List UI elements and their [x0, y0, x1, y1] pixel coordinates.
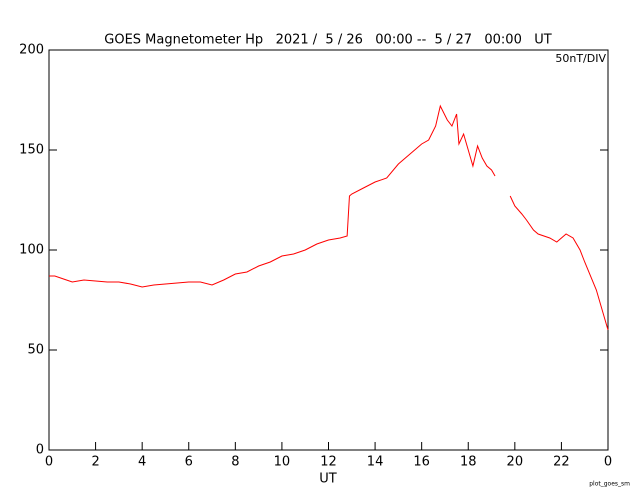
x-tick-label: 10	[274, 455, 291, 470]
x-tick-label: 4	[138, 455, 146, 470]
x-tick-label: 0	[45, 455, 53, 470]
footnote: plot_goes_sm	[589, 481, 630, 488]
scale-annotation: 50nT/DIV	[555, 52, 606, 65]
chart-title: GOES Magnetometer Hp 2021 / 5 / 26 00:00…	[104, 33, 551, 48]
x-tick-label: 16	[413, 455, 430, 470]
x-axis-label: UT	[319, 472, 337, 487]
x-tick-label: 18	[460, 455, 477, 470]
x-tick-label: 14	[367, 455, 384, 470]
y-tick-label: 50	[27, 343, 44, 358]
x-tick-label: 8	[231, 455, 239, 470]
y-tick-label: 100	[19, 243, 44, 258]
data-line	[49, 104, 609, 331]
x-tick-label: 20	[507, 455, 524, 470]
x-tick-label: 22	[553, 455, 570, 470]
x-tick-label: 6	[185, 455, 193, 470]
y-tick-label: 200	[19, 43, 44, 58]
x-tick-label: 2	[91, 455, 99, 470]
x-tick-label: 0	[604, 455, 612, 470]
y-tick-label: 0	[36, 443, 44, 458]
x-tick-label: 12	[320, 455, 337, 470]
y-tick-label: 150	[19, 143, 44, 158]
